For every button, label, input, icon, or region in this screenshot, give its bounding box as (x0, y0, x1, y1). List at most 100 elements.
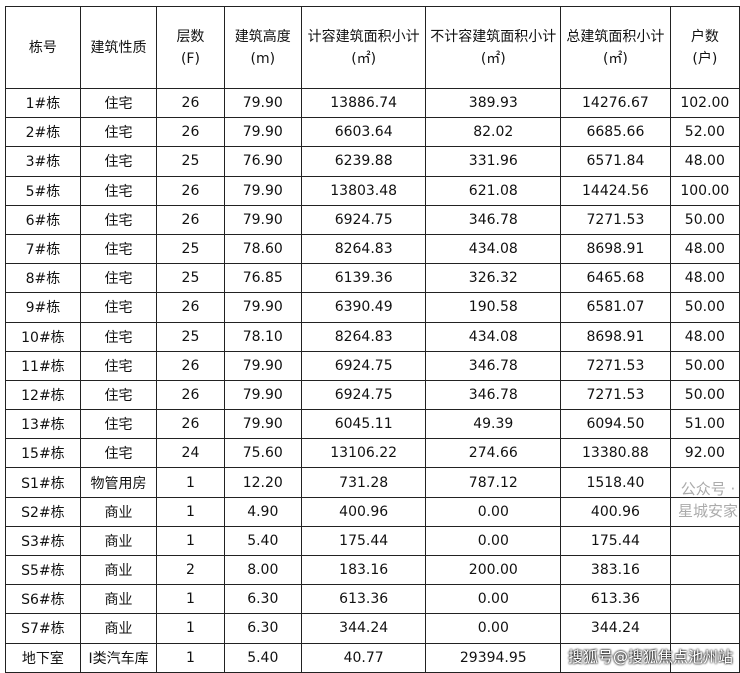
table-row: 6#栋 住宅 26 79.90 6924.75 346.78 7271.53 50.00 (5, 204, 740, 235)
table-cell: 13886.74 (300, 87, 427, 119)
table-cell: 175.44 (560, 525, 671, 557)
table-cell: 51.00 (669, 409, 740, 440)
table-cell: 346.78 (425, 350, 562, 381)
table-cell: 6924.75 (300, 350, 427, 381)
table-cell: 1 (156, 496, 225, 527)
table-cell: 13803.48 (300, 175, 427, 206)
table-row: 10#栋 住宅 25 78.10 8264.83 434.08 8698.91 48.00 (5, 321, 740, 352)
table-cell: 3#栋 (5, 146, 81, 177)
table-cell: 79.90 (223, 379, 302, 411)
table-cell: 12#栋 (5, 379, 81, 411)
column-header: 户数 (户) (669, 6, 740, 89)
table-cell: 住宅 (79, 379, 158, 411)
header-text: 建筑性质 (90, 39, 147, 56)
table-cell: 14276.67 (560, 87, 671, 119)
table-cell: 住宅 (79, 233, 158, 265)
table-cell: 344.24 (560, 613, 671, 644)
table-cell: 25 (156, 263, 225, 294)
table-cell: 26 (156, 292, 225, 323)
table-cell: 383.16 (560, 554, 671, 586)
header-text: (㎡) (602, 50, 628, 67)
table-cell: 7271.53 (560, 350, 671, 381)
table-cell: 344.24 (300, 613, 427, 644)
table-cell: 190.58 (425, 292, 562, 323)
table-row: 12#栋 住宅 26 79.90 6924.75 346.78 7271.53 50.00 (5, 379, 740, 411)
header-row: 栋号 建筑性质 层数 (F) 建筑高度 (m) 计容建筑面积小计 (㎡) 不计容建筑面积小计 (㎡… (5, 6, 740, 89)
table-cell: 5.40 (223, 642, 302, 673)
table-cell: 商业 (79, 613, 158, 644)
table-cell: 住宅 (79, 175, 158, 206)
table-cell: 50.00 (669, 350, 740, 381)
table-cell: 78.60 (223, 233, 302, 265)
table-cell: 0.00 (425, 525, 562, 557)
table-row: 7#栋 住宅 25 78.60 8264.83 434.08 8698.91 48.00 (5, 233, 740, 265)
table-cell: 6603.64 (300, 117, 427, 148)
table-cell: 6239.88 (300, 146, 427, 177)
table-cell: 400.96 (300, 496, 427, 527)
table-cell: 物管用房 (79, 467, 158, 498)
table-cell: 8264.83 (300, 233, 427, 265)
table-cell: 82.02 (425, 117, 562, 148)
table-cell: 7271.53 (560, 379, 671, 411)
column-header: 总建筑面积小计 (㎡) (560, 6, 671, 89)
table-cell: 48.00 (669, 263, 740, 294)
table-cell: 14424.56 (560, 175, 671, 206)
table-cell: 389.93 (425, 87, 562, 119)
table-cell: 6685.66 (560, 117, 671, 148)
table-cell: 2#栋 (5, 117, 81, 148)
table-row: S1#栋 物管用房 1 12.20 731.28 787.12 1518.40 (5, 467, 740, 498)
table-cell: 住宅 (79, 117, 158, 148)
column-header: 栋号 (5, 6, 81, 89)
table-cell: 1#栋 (5, 87, 81, 119)
column-header: 建筑性质 (79, 6, 158, 89)
building-area-table: 栋号 建筑性质 层数 (F) 建筑高度 (m) 计容建筑面积小计 (㎡) 不计容建筑面积小计 (㎡… (5, 6, 740, 673)
table-cell: 79.90 (223, 409, 302, 440)
table-row: 15#栋 住宅 24 75.60 13106.22 274.66 13380.88 92.00 (5, 438, 740, 469)
table-cell: 79.90 (223, 292, 302, 323)
table-cell (669, 584, 740, 615)
table-cell: 1518.40 (560, 467, 671, 498)
table-row: S5#栋 商业 2 8.00 183.16 200.00 383.16 (5, 554, 740, 586)
table-cell: 13380.88 (560, 438, 671, 469)
table-cell: 8.00 (223, 554, 302, 586)
table-cell: 26 (156, 409, 225, 440)
table-row: S3#栋 商业 1 5.40 175.44 0.00 175.44 (5, 525, 740, 557)
table-cell: 8#栋 (5, 263, 81, 294)
table-cell: 92.00 (669, 438, 740, 469)
table-cell: 26 (156, 175, 225, 206)
table-cell: 13#栋 (5, 409, 81, 440)
table-cell: 住宅 (79, 146, 158, 177)
table-row: S6#栋 商业 1 6.30 613.36 0.00 613.36 (5, 584, 740, 615)
table-cell: 1 (156, 642, 225, 673)
table-cell: 住宅 (79, 204, 158, 235)
table-cell: 2 (156, 554, 225, 586)
table-cell: 5#栋 (5, 175, 81, 206)
table-cell: 29394.95 (425, 642, 562, 673)
table-cell: 100.00 (669, 175, 740, 206)
table-cell: 731.28 (300, 467, 427, 498)
table-cell: 48.00 (669, 321, 740, 352)
header-text: (F) (180, 50, 200, 67)
header-text: (㎡) (480, 50, 506, 67)
table-cell: 200.00 (425, 554, 562, 586)
table-cell: 102.00 (669, 87, 740, 119)
table-cell: 79.90 (223, 117, 302, 148)
table-cell: 7#栋 (5, 233, 81, 265)
table-cell: 331.96 (425, 146, 562, 177)
table-cell: S6#栋 (5, 584, 81, 615)
table-cell: 7271.53 (560, 204, 671, 235)
table-row: 地下室 I类汽车库 1 5.40 40.77 29394.95 (5, 642, 740, 673)
table-cell: 26 (156, 204, 225, 235)
table-row: 9#栋 住宅 26 79.90 6390.49 190.58 6581.07 50.00 (5, 292, 740, 323)
table-cell: 79.90 (223, 204, 302, 235)
table-cell: 商业 (79, 496, 158, 527)
table-cell: 4.90 (223, 496, 302, 527)
table-cell: 326.32 (425, 263, 562, 294)
table-cell: 0.00 (425, 613, 562, 644)
table-cell: 住宅 (79, 321, 158, 352)
header-text: 建筑高度 (234, 28, 291, 45)
header-text: 户数 (690, 28, 719, 45)
table-row: 8#栋 住宅 25 76.85 6139.36 326.32 6465.68 48.00 (5, 263, 740, 294)
table-cell: 49.39 (425, 409, 562, 440)
table-cell: 434.08 (425, 233, 562, 265)
